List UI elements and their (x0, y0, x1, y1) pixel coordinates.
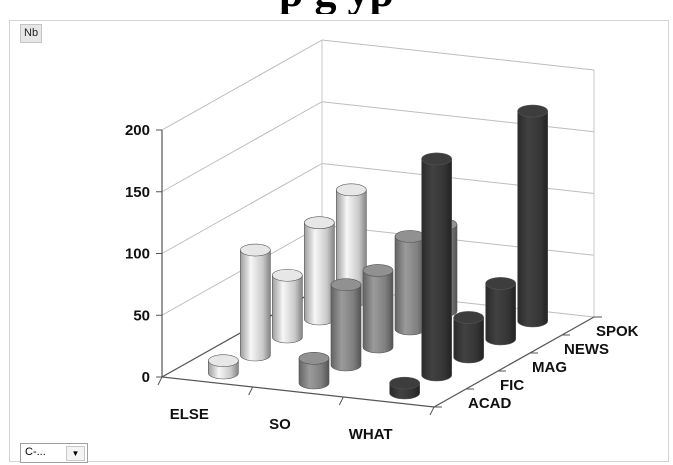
depth-tick-label: MAG (532, 359, 567, 376)
x-tick (248, 386, 254, 396)
bar-else-news (304, 216, 335, 326)
y-tick-label: 200 (125, 122, 150, 139)
depth-tick-label: NEWS (564, 341, 609, 358)
y-tick-label: 50 (133, 307, 150, 324)
depth-tick-label: ACAD (468, 395, 511, 412)
depth-tick-label: FIC (500, 377, 524, 394)
y-tick-label: 150 (125, 184, 150, 201)
bar-else-acad (208, 354, 239, 380)
x-tick-label: SO (269, 416, 291, 433)
filter-dropdown[interactable]: C-... ▼ (20, 443, 88, 463)
bar-so-mag (362, 264, 394, 354)
x-tick-label: WHAT (349, 426, 393, 443)
x-tick (338, 396, 344, 406)
chart-title: p g yp (0, 0, 673, 14)
chevron-down-icon[interactable]: ▼ (66, 446, 85, 461)
y-tick-label: 100 (125, 246, 150, 263)
x-tick-label: ELSE (170, 406, 209, 423)
bar-so-fic (330, 278, 362, 372)
x-tick (429, 406, 435, 416)
bar-so-news (394, 230, 426, 336)
bar-what-fic (421, 152, 452, 382)
bar-what-spok (517, 104, 548, 328)
depth-tick-label: SPOK (596, 323, 639, 340)
y-tick-label: 0 (142, 369, 150, 386)
field-button-nb[interactable]: Nb (20, 24, 43, 43)
bar-so-acad (298, 351, 330, 390)
bar-what-mag (453, 311, 484, 364)
bar-else-mag (272, 268, 303, 344)
x-tick (157, 376, 163, 386)
bar-what-news (485, 277, 516, 346)
filter-value: C-... (25, 446, 46, 458)
bar-what-acad (389, 376, 420, 400)
bar-else-fic (240, 243, 271, 362)
